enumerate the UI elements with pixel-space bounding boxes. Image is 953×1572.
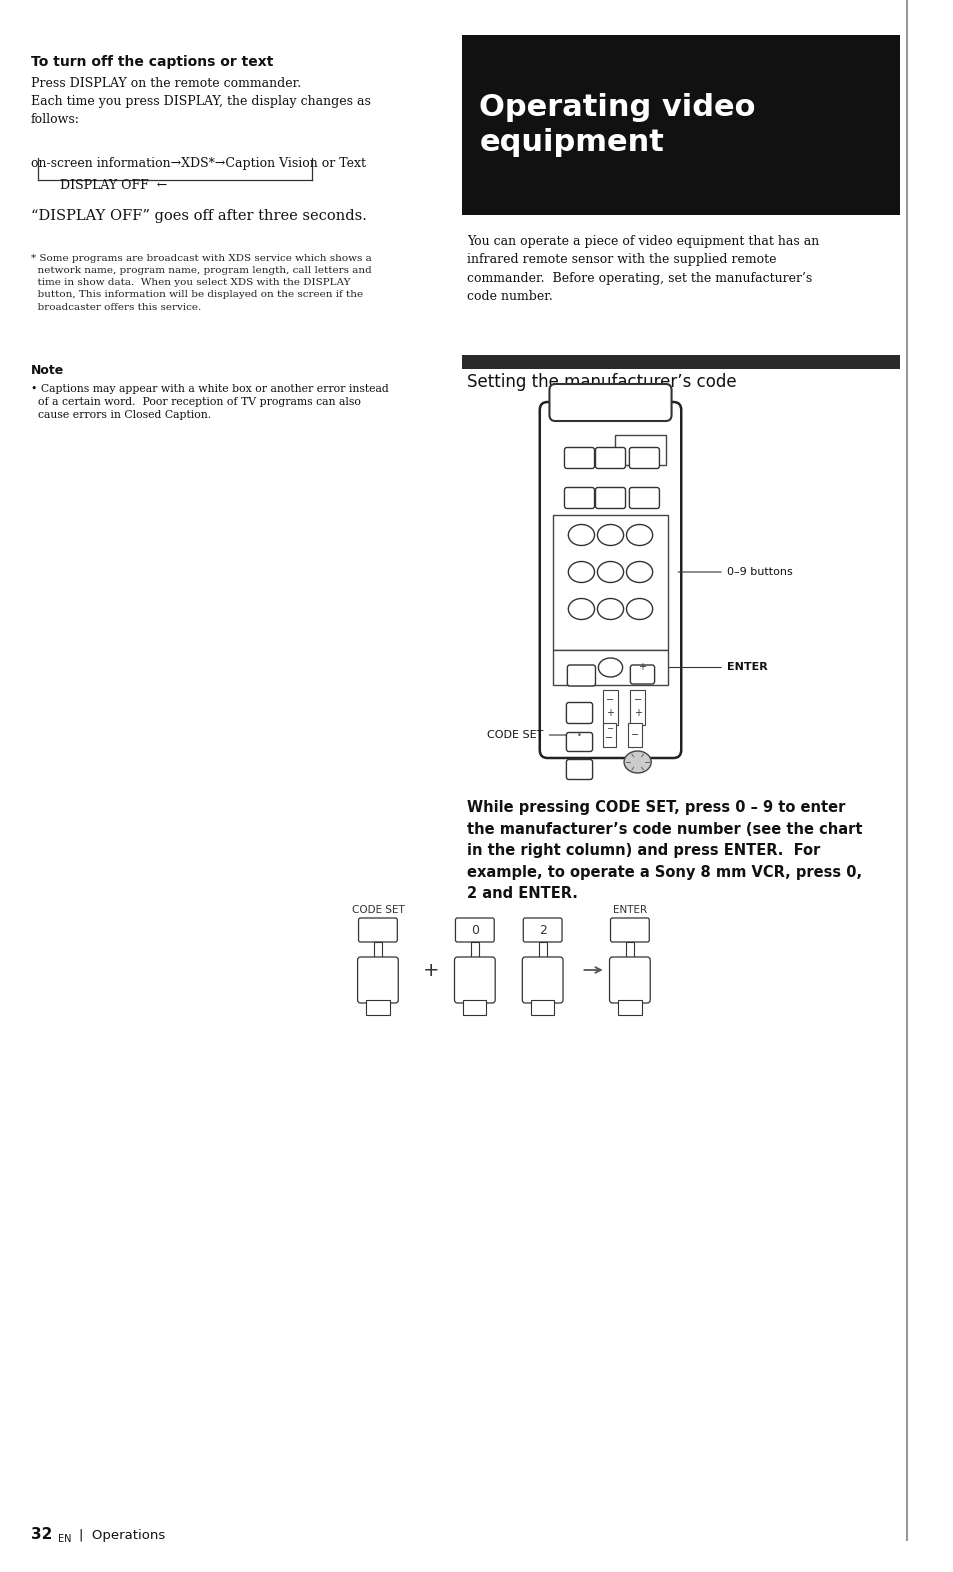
Text: While pressing CODE SET, press 0 – 9 to enter
the manufacturer’s code number (se: While pressing CODE SET, press 0 – 9 to … bbox=[466, 800, 862, 901]
FancyBboxPatch shape bbox=[358, 918, 396, 942]
Bar bbox=[471, 942, 478, 960]
Text: Operating video
equipment: Operating video equipment bbox=[479, 93, 755, 157]
Text: To turn off the captions or text: To turn off the captions or text bbox=[30, 55, 273, 69]
Bar bbox=[531, 1000, 554, 1016]
FancyBboxPatch shape bbox=[523, 918, 561, 942]
Text: −: − bbox=[605, 733, 613, 744]
Bar bbox=[374, 942, 381, 960]
Text: EN: EN bbox=[57, 1534, 71, 1544]
Ellipse shape bbox=[597, 599, 623, 619]
Text: −: − bbox=[605, 725, 613, 734]
Text: DISPLAY OFF  ←: DISPLAY OFF ← bbox=[59, 179, 167, 192]
Ellipse shape bbox=[568, 525, 594, 545]
FancyBboxPatch shape bbox=[610, 918, 649, 942]
Bar bbox=[602, 723, 616, 747]
FancyBboxPatch shape bbox=[609, 957, 650, 1003]
Text: •: • bbox=[577, 731, 581, 739]
Text: +: + bbox=[633, 707, 641, 718]
Ellipse shape bbox=[626, 561, 652, 583]
Text: You can operate a piece of video equipment that has an
infrared remote sensor wi: You can operate a piece of video equipme… bbox=[466, 234, 819, 303]
Ellipse shape bbox=[626, 599, 652, 619]
FancyBboxPatch shape bbox=[629, 448, 659, 468]
Text: on-screen information→XDS*→Caption Vision or Text: on-screen information→XDS*→Caption Visio… bbox=[30, 157, 365, 170]
Bar bbox=[553, 649, 667, 685]
Bar bbox=[615, 435, 665, 465]
Text: 0: 0 bbox=[471, 923, 478, 937]
Ellipse shape bbox=[598, 659, 622, 678]
Text: 32: 32 bbox=[30, 1526, 51, 1542]
FancyBboxPatch shape bbox=[595, 448, 625, 468]
Text: Setting the manufacturer’s code: Setting the manufacturer’s code bbox=[466, 373, 736, 391]
Text: Press DISPLAY on the remote commander.
Each time you press DISPLAY, the display : Press DISPLAY on the remote commander. E… bbox=[30, 77, 370, 126]
Text: “DISPLAY OFF” goes off after three seconds.: “DISPLAY OFF” goes off after three secon… bbox=[30, 209, 366, 223]
Text: ENTER: ENTER bbox=[612, 905, 646, 915]
Bar bbox=[461, 355, 900, 369]
Text: ENTER: ENTER bbox=[655, 662, 767, 673]
FancyBboxPatch shape bbox=[522, 957, 562, 1003]
Ellipse shape bbox=[597, 561, 623, 583]
FancyBboxPatch shape bbox=[455, 918, 494, 942]
Text: −: − bbox=[630, 729, 639, 740]
Bar bbox=[629, 690, 645, 725]
Text: |  Operations: | Operations bbox=[79, 1530, 165, 1542]
Text: • Captions may appear with a white box or another error instead
  of a certain w: • Captions may appear with a white box o… bbox=[30, 384, 388, 420]
FancyBboxPatch shape bbox=[539, 402, 680, 758]
Ellipse shape bbox=[597, 525, 623, 545]
FancyBboxPatch shape bbox=[549, 384, 671, 421]
Bar bbox=[602, 690, 618, 725]
Ellipse shape bbox=[623, 751, 651, 773]
Bar bbox=[538, 942, 546, 960]
Bar bbox=[618, 1000, 640, 1016]
Bar bbox=[461, 35, 900, 215]
FancyBboxPatch shape bbox=[357, 957, 397, 1003]
Text: Note: Note bbox=[30, 365, 64, 377]
Bar bbox=[463, 1000, 486, 1016]
FancyBboxPatch shape bbox=[630, 665, 654, 684]
Text: 2: 2 bbox=[538, 923, 546, 937]
Text: CODE SET: CODE SET bbox=[352, 905, 404, 915]
Ellipse shape bbox=[626, 525, 652, 545]
FancyBboxPatch shape bbox=[566, 703, 592, 723]
Text: −: − bbox=[633, 695, 641, 704]
FancyBboxPatch shape bbox=[564, 487, 594, 508]
Text: +: + bbox=[422, 960, 439, 979]
FancyBboxPatch shape bbox=[454, 957, 495, 1003]
FancyBboxPatch shape bbox=[566, 759, 592, 780]
Bar bbox=[553, 516, 667, 649]
Text: −: − bbox=[606, 695, 614, 704]
Ellipse shape bbox=[568, 599, 594, 619]
Ellipse shape bbox=[568, 561, 594, 583]
FancyBboxPatch shape bbox=[567, 665, 595, 685]
Text: +: + bbox=[638, 662, 646, 673]
Bar bbox=[625, 942, 633, 960]
FancyBboxPatch shape bbox=[564, 448, 594, 468]
FancyBboxPatch shape bbox=[629, 487, 659, 508]
Text: CODE SET: CODE SET bbox=[487, 729, 565, 740]
Text: 0–9 buttons: 0–9 buttons bbox=[678, 567, 792, 577]
Text: * Some programs are broadcast with XDS service which shows a
  network name, pro: * Some programs are broadcast with XDS s… bbox=[30, 255, 371, 311]
FancyBboxPatch shape bbox=[595, 487, 625, 508]
FancyBboxPatch shape bbox=[566, 733, 592, 751]
Bar bbox=[366, 1000, 389, 1016]
Bar bbox=[627, 723, 640, 747]
Text: +: + bbox=[606, 707, 614, 718]
